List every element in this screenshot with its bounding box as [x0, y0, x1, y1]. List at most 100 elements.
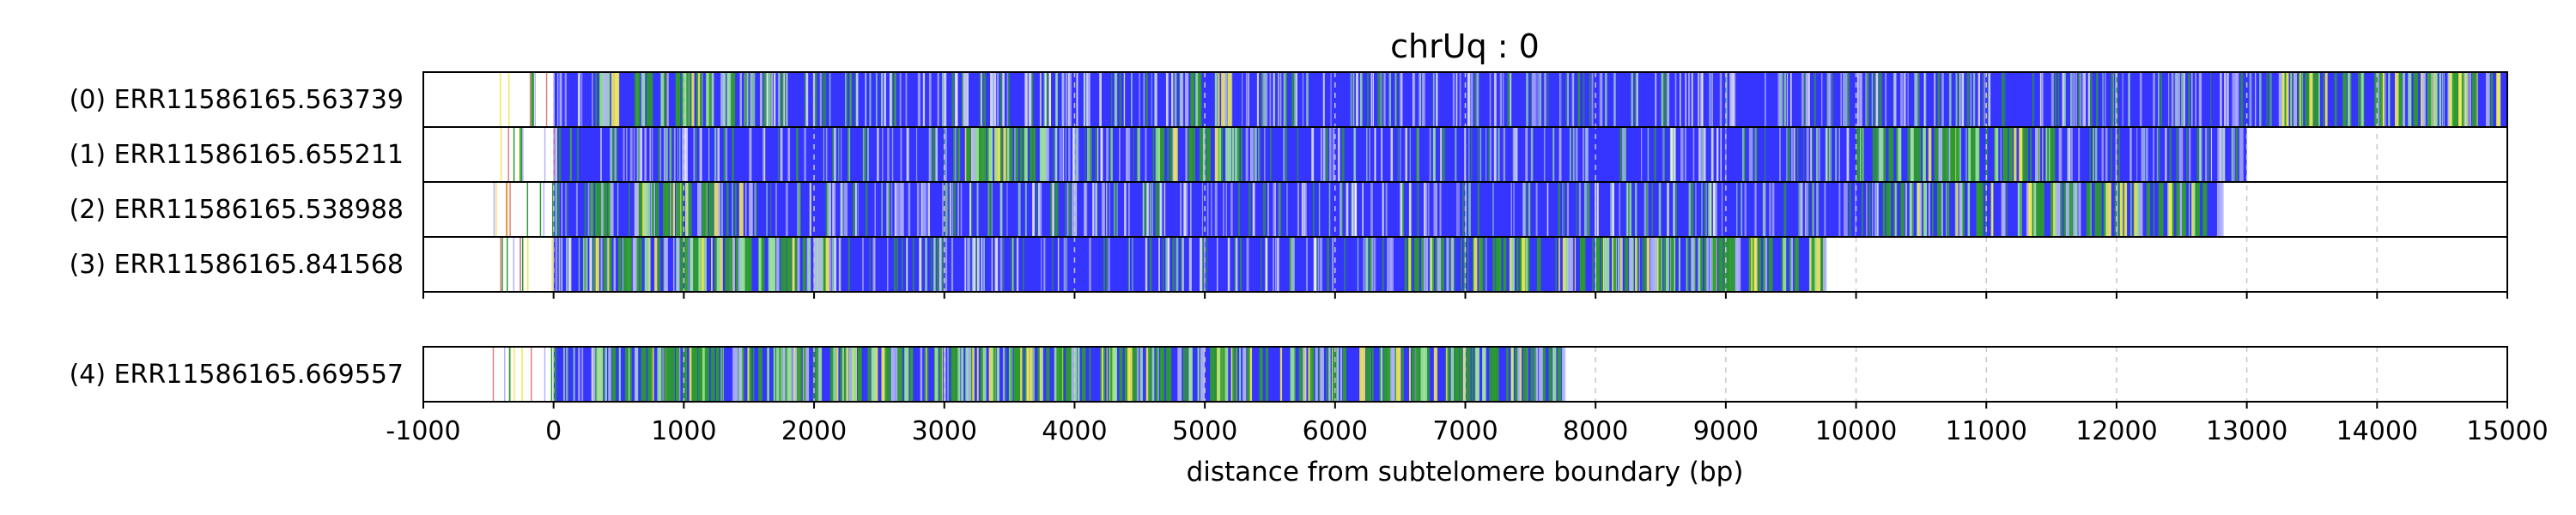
sequence-stripe	[1390, 127, 1394, 182]
sequence-stripe	[1446, 347, 1448, 402]
sequence-stripe	[1290, 347, 1295, 402]
sequence-stripe	[925, 347, 927, 402]
sequence-stripe	[1210, 347, 1214, 402]
sequence-stripe	[2006, 182, 2008, 237]
sequence-stripe	[613, 237, 617, 292]
sequence-stripe	[1510, 347, 1513, 402]
sequence-stripe	[499, 72, 501, 127]
sequence-stripe	[1329, 127, 1332, 182]
sequence-stripe	[1269, 72, 1272, 127]
sequence-stripe	[2196, 127, 2200, 182]
sequence-stripe	[1248, 72, 1249, 127]
sequence-stripe	[688, 182, 692, 237]
sequence-stripe	[1409, 127, 1411, 182]
sequence-stripe	[849, 72, 853, 127]
sequence-stripe	[1041, 347, 1043, 402]
sequence-stripe	[1699, 72, 1702, 127]
sequence-stripe	[567, 182, 568, 237]
sequence-stripe	[1371, 347, 1374, 402]
sequence-stripe	[2171, 72, 2174, 127]
sequence-stripe	[1950, 127, 1953, 182]
sequence-stripe	[1231, 347, 1235, 402]
sequence-stripe	[592, 237, 595, 292]
sequence-stripe	[1808, 237, 1811, 292]
sequence-stripe	[1012, 237, 1015, 292]
sequence-stripe	[1700, 237, 1704, 292]
sequence-stripe	[1214, 182, 1218, 237]
sequence-stripe	[1265, 237, 1268, 292]
sequence-stripe	[568, 237, 570, 292]
sequence-stripe	[1227, 72, 1232, 127]
sequence-stripe	[1810, 127, 1812, 182]
sequence-stripe	[1405, 127, 1407, 182]
sequence-stripe	[2143, 127, 2146, 182]
sequence-stripe	[1263, 72, 1266, 127]
sequence-stripe	[939, 347, 942, 402]
sequence-stripe	[1667, 72, 1668, 127]
sequence-stripe	[1698, 237, 1702, 292]
sequence-stripe	[2191, 72, 2193, 127]
sequence-stripe	[2189, 182, 2190, 237]
sequence-stripe	[1338, 127, 1340, 182]
sequence-stripe	[506, 237, 508, 292]
sequence-stripe	[1736, 237, 1741, 292]
sequence-stripe	[927, 182, 931, 237]
sequence-stripe	[1819, 127, 1820, 182]
sequence-stripe	[1030, 127, 1033, 182]
sequence-stripe	[869, 72, 872, 127]
sequence-stripe	[804, 72, 806, 127]
sequence-stripe	[1230, 347, 1233, 402]
sequence-stripe	[896, 182, 899, 237]
sequence-stripe	[673, 127, 676, 182]
sequence-stripe	[1876, 182, 1879, 237]
sequence-stripe	[1569, 127, 1571, 182]
sequence-stripe	[1066, 237, 1067, 292]
sequence-stripe	[1817, 237, 1821, 292]
sequence-stripe	[1619, 237, 1622, 292]
sequence-stripe	[738, 347, 742, 402]
sequence-stripe	[1417, 347, 1421, 402]
sequence-stripe	[1055, 182, 1059, 237]
sequence-stripe	[1116, 182, 1118, 237]
sequence-stripe	[1783, 182, 1787, 237]
sequence-stripe	[507, 182, 508, 237]
sequence-stripe	[1322, 72, 1325, 127]
sequence-stripe	[672, 182, 676, 237]
sequence-stripe	[1849, 182, 1851, 237]
sequence-stripe	[735, 237, 738, 292]
sequence-stripe	[1443, 127, 1445, 182]
sequence-stripe	[2439, 72, 2442, 127]
sequence-stripe	[1519, 237, 1522, 292]
sequence-stripe	[848, 127, 851, 182]
sequence-stripe	[1982, 72, 1984, 127]
sequence-stripe	[1388, 72, 1392, 127]
sequence-stripe	[1809, 237, 1813, 292]
sequence-stripe	[2485, 72, 2490, 127]
sequence-stripe	[1279, 182, 1282, 237]
sequence-stripe	[952, 347, 956, 402]
sequence-stripe	[964, 237, 967, 292]
sequence-stripe	[908, 182, 911, 237]
sequence-stripe	[1429, 127, 1431, 182]
sequence-stripe	[2168, 182, 2171, 237]
sequence-stripe	[1075, 127, 1078, 182]
sequence-stripe	[816, 347, 821, 402]
sequence-stripe	[1503, 237, 1507, 292]
sequence-stripe	[1708, 182, 1710, 237]
sequence-stripe	[554, 347, 557, 402]
sequence-stripe	[2000, 127, 2002, 182]
sequence-stripe	[1663, 237, 1666, 292]
sequence-stripe	[1751, 237, 1753, 292]
sequence-stripe	[1883, 182, 1886, 237]
sequence-stripe	[1619, 182, 1621, 237]
sequence-stripe	[529, 72, 532, 127]
sequence-stripe	[1861, 182, 1863, 237]
sequence-stripe	[697, 182, 702, 237]
sequence-stripe	[762, 127, 765, 182]
sequence-stripe	[1793, 127, 1795, 182]
sequence-stripe	[1033, 347, 1035, 402]
sequence-stripe	[592, 182, 594, 237]
sequence-stripe	[576, 127, 580, 182]
sequence-stripe	[970, 182, 973, 237]
sequence-stripe	[1558, 182, 1561, 237]
